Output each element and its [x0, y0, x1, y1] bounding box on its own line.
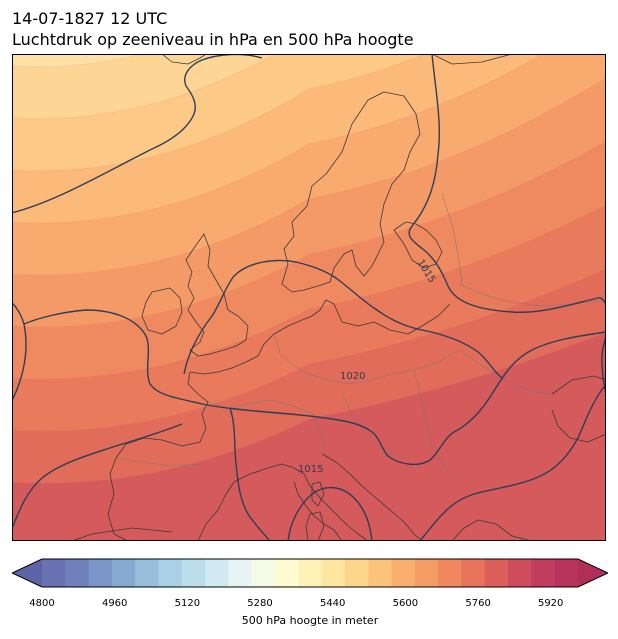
coast-black-sea: [551, 375, 606, 443]
colorbar-cells: [12, 559, 608, 587]
coast-scandinavia: [281, 91, 421, 293]
border-9: [441, 193, 463, 285]
colorbar-tick-label: 4960: [101, 598, 128, 609]
colorbar-cell: [508, 559, 532, 587]
border-7: [115, 457, 201, 467]
colorbar-tick-label: 5440: [319, 598, 346, 609]
colorbar-cell: [205, 559, 230, 587]
colorbar-cell: [298, 559, 323, 587]
border-5: [413, 369, 461, 485]
colorbar-cell: [275, 559, 299, 587]
coast-baltic-south: [341, 303, 451, 335]
colorbar-cell: [391, 559, 416, 587]
coast-adriatic: [321, 453, 423, 541]
border-2: [347, 349, 461, 385]
colorbar-label: 500 hPa hoogte in meter: [241, 614, 379, 627]
coast-finland: [393, 221, 443, 269]
colorbar-cell: [135, 559, 160, 587]
colorbar-tick-label: 5280: [247, 598, 273, 609]
border-1: [273, 333, 349, 385]
colorbar-cell: [111, 559, 136, 587]
coast-north-africa: [71, 527, 173, 541]
colorbar-cell: [461, 559, 486, 587]
isobar-1015-north: [12, 54, 263, 214]
colorbar-tick-label: 4800: [29, 598, 55, 609]
colorbar-tick-label: 5760: [465, 598, 491, 609]
border-6: [459, 349, 553, 395]
colorbar-cell: [554, 559, 579, 587]
isobar-label-2: 1020: [340, 371, 365, 382]
coast-mediterranean-west: [197, 463, 305, 541]
isobar-1015-south: [12, 383, 606, 541]
coast-corsica: [311, 481, 325, 507]
weather-map: 1015 1020 1015: [12, 54, 606, 541]
colorbar-tick-label: 5920: [537, 598, 564, 609]
height-fill-bands: [12, 54, 606, 541]
coast-balkans: [451, 519, 533, 541]
coastlines: [71, 54, 606, 541]
coast-svalbard: [161, 54, 207, 65]
isobar-label-3: 1015: [298, 464, 323, 475]
colorbar-cell: [321, 559, 346, 587]
isobar-1015-scandinavia: [183, 54, 606, 399]
colorbar-cell: [65, 559, 90, 587]
colorbar-extend-high: [578, 559, 608, 587]
colorbar-outline: [12, 558, 608, 588]
colorbar-cell: [251, 559, 276, 587]
colorbar-cell: [414, 559, 439, 587]
colorbar-extend-low: [12, 559, 42, 587]
colorbar-cell: [158, 559, 183, 587]
colorbar-cell: [42, 559, 66, 587]
colorbar-tick-label: 5120: [174, 598, 201, 609]
colorbar-cell: [181, 559, 206, 587]
map-datetime: 14-07-1827 12 UTC: [12, 9, 168, 28]
colorbar-cell: [438, 559, 463, 587]
coast-great-britain: [185, 233, 249, 357]
colorbar-cell: [531, 559, 556, 587]
map-subtitle: Luchtdruk op zeeniveau in hPa en 500 hPa…: [12, 30, 414, 49]
colorbar-tick-label: 5600: [392, 598, 419, 609]
coast-sardinia: [305, 511, 325, 541]
colorbar-cell: [88, 559, 113, 587]
coast-north-russia: [431, 54, 513, 65]
colorbar-cell: [228, 559, 253, 587]
colorbar-cell: [344, 559, 369, 587]
border-4: [311, 393, 403, 459]
coast-italy: [293, 473, 369, 541]
colorbar: [12, 558, 608, 588]
colorbar-cell: [368, 559, 393, 587]
colorbar-cell: [484, 559, 509, 587]
coast-ireland: [141, 287, 183, 335]
